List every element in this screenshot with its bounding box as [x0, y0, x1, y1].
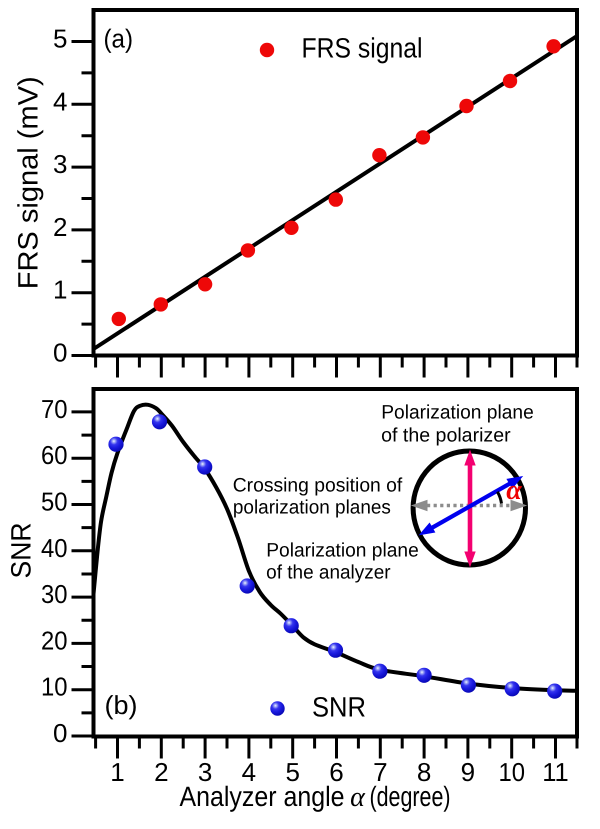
svg-text:polarization planes: polarization planes: [233, 496, 391, 518]
svg-text:3: 3: [53, 149, 67, 179]
svg-text:10: 10: [498, 757, 525, 787]
svg-text:Polarization plane: Polarization plane: [381, 401, 534, 423]
svg-text:50: 50: [41, 487, 68, 517]
svg-text:0: 0: [53, 718, 67, 748]
svg-text:8: 8: [417, 757, 431, 787]
svg-text:Crossing position of: Crossing position of: [233, 475, 403, 497]
svg-text:FRS signal (mV): FRS signal (mV): [13, 76, 44, 289]
svg-text:9: 9: [461, 757, 475, 787]
svg-text:30: 30: [41, 579, 68, 609]
svg-text:40: 40: [41, 533, 68, 563]
svg-text:5: 5: [53, 24, 67, 54]
svg-text:α: α: [506, 475, 522, 506]
svg-text:SNR: SNR: [6, 523, 37, 579]
svg-text:of the polarizer: of the polarizer: [381, 425, 511, 447]
svg-text:11: 11: [542, 757, 569, 787]
svg-text:Analyzer angle: Analyzer angle: [180, 781, 345, 812]
svg-text:10: 10: [41, 672, 68, 702]
svg-text:(b): (b): [105, 690, 138, 720]
svg-text:Polarization plane: Polarization plane: [266, 540, 419, 562]
svg-text:0: 0: [53, 338, 67, 368]
svg-text:3: 3: [198, 757, 212, 787]
svg-text:7: 7: [373, 757, 387, 787]
svg-text:60: 60: [41, 440, 68, 470]
svg-text:α: α: [350, 782, 366, 813]
svg-text:FRS signal: FRS signal: [302, 33, 423, 64]
svg-text:70: 70: [41, 394, 68, 424]
svg-text:1: 1: [110, 757, 124, 787]
svg-text:1: 1: [53, 275, 67, 305]
svg-text:(degree): (degree): [370, 781, 451, 812]
svg-text:2: 2: [53, 212, 67, 242]
svg-text:of the analyzer: of the analyzer: [266, 561, 391, 583]
svg-text:4: 4: [242, 757, 256, 787]
svg-text:5: 5: [285, 757, 299, 787]
svg-text:6: 6: [329, 757, 343, 787]
svg-text:SNR: SNR: [312, 692, 366, 723]
svg-text:(a): (a): [104, 24, 134, 54]
svg-text:20: 20: [41, 625, 68, 655]
svg-text:2: 2: [154, 757, 168, 787]
svg-text:4: 4: [53, 86, 67, 116]
